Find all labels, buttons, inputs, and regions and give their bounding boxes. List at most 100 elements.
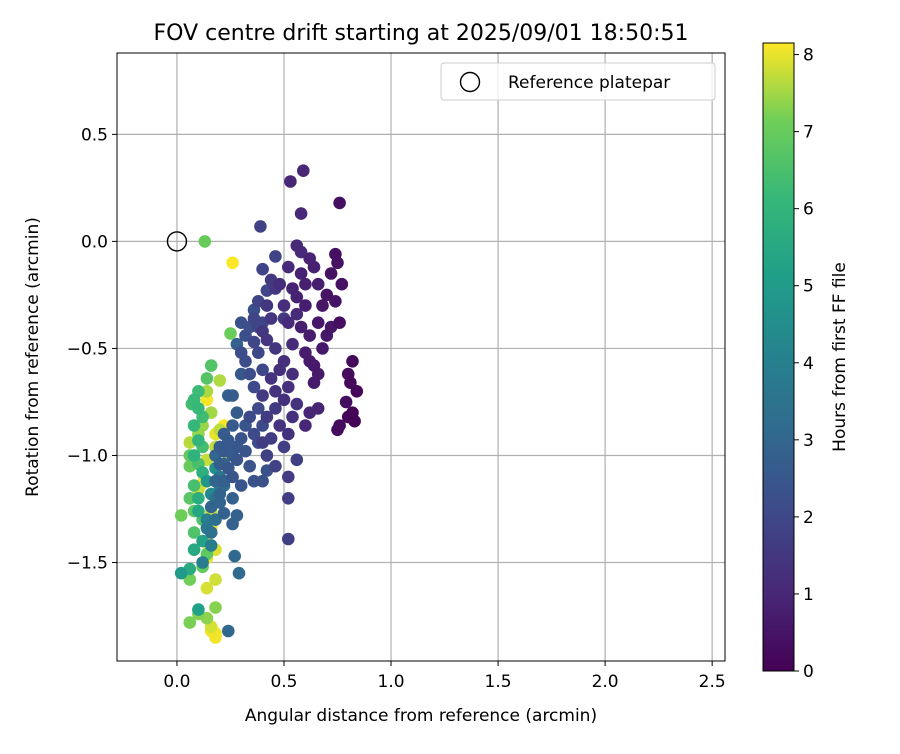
data-point: [273, 419, 287, 432]
data-point: [277, 440, 291, 454]
data-point: [282, 316, 295, 330]
data-point: [224, 327, 237, 340]
data-point: [200, 581, 214, 595]
data-point: [192, 402, 205, 415]
data-point: [269, 250, 282, 263]
data-point: [286, 410, 299, 424]
data-point: [198, 235, 212, 248]
data-point: [243, 410, 256, 424]
data-point: [333, 316, 346, 330]
colorbar-tick-label: 6: [803, 200, 814, 220]
data-point: [232, 566, 246, 580]
data-point: [277, 299, 291, 312]
data-point: [192, 492, 205, 505]
data-point: [209, 573, 222, 586]
x-tick-label: 0.5: [270, 672, 297, 692]
legend-box: [440, 62, 716, 101]
data-point: [346, 406, 359, 420]
data-point: [320, 288, 334, 302]
x-axis-ticks: 0.0 0.5 1.0 1.5 2.0 2.5: [163, 661, 726, 692]
data-point: [269, 402, 282, 415]
y-tick-label: −0.5: [67, 339, 108, 359]
data-point: [282, 532, 295, 546]
legend: Reference platepar: [440, 62, 716, 101]
data-point: [196, 556, 209, 569]
data-point: [251, 346, 265, 360]
data-point: [297, 164, 310, 177]
data-point: [251, 402, 265, 415]
data-point: [339, 395, 353, 409]
data-point: [260, 410, 274, 424]
reference-marker: [166, 231, 188, 252]
x-tick-label: 2.0: [592, 672, 619, 692]
data-point: [226, 517, 239, 531]
data-point: [254, 220, 267, 233]
data-point: [187, 543, 201, 556]
data-point: [230, 453, 244, 467]
data-point: [234, 432, 248, 445]
data-point: [307, 359, 321, 372]
data-point: [243, 367, 256, 381]
data-point: [282, 492, 295, 505]
colorbar-tick-label: 0: [803, 662, 814, 682]
data-point: [269, 342, 282, 355]
data-point: [264, 372, 278, 385]
data-point: [256, 474, 269, 488]
data-point: [247, 335, 261, 349]
data-point: [226, 256, 239, 270]
data-point: [299, 299, 312, 312]
colorbar-label: Hours from first FF file: [830, 262, 850, 452]
x-tick-label: 2.5: [699, 672, 726, 692]
data-point: [247, 427, 261, 441]
data-point: [294, 320, 308, 334]
y-axis-ticks: 0.5 0.0 −0.5 −1.0 −1.5: [67, 125, 117, 574]
data-point: [239, 444, 252, 458]
data-point: [273, 277, 287, 291]
data-point: [217, 507, 231, 520]
data-point: [324, 267, 338, 280]
data-point: [269, 459, 282, 473]
data-point: [228, 549, 241, 563]
y-tick-label: 0.5: [81, 125, 108, 145]
data-point: [256, 363, 269, 377]
data-point: [260, 299, 274, 312]
colorbar: 0 1 2 3 4 5 6 7 8 Hours from first FF file: [762, 42, 850, 682]
data-point: [333, 419, 346, 432]
data-point: [264, 312, 278, 325]
data-point: [256, 389, 269, 402]
data-point: [243, 459, 256, 473]
plot-area: [117, 53, 725, 661]
data-points: [174, 164, 364, 644]
data-point: [260, 333, 274, 347]
colorbar-tick-label: 5: [803, 277, 814, 297]
data-point: [204, 539, 218, 552]
data-point: [286, 337, 299, 351]
data-point: [282, 260, 295, 274]
data-point: [329, 247, 342, 261]
colorbar-tick-label: 2: [803, 508, 814, 528]
colorbar-tick-label: 8: [803, 46, 814, 66]
grid-lines: [117, 53, 725, 661]
data-point: [174, 566, 188, 580]
data-point: [256, 262, 269, 276]
data-point: [187, 449, 201, 462]
data-point: [226, 389, 239, 402]
data-point: [290, 307, 304, 321]
data-point: [204, 359, 218, 372]
x-tick-label: 1.5: [485, 672, 512, 692]
data-point: [333, 196, 346, 210]
data-point: [290, 290, 304, 304]
data-point: [239, 355, 252, 368]
data-point: [247, 380, 261, 394]
x-axis-label: Angular distance from reference (arcmin): [245, 706, 597, 726]
data-point: [350, 385, 364, 398]
data-point: [346, 355, 359, 368]
data-point: [200, 372, 214, 385]
data-point: [311, 277, 325, 291]
y-axis-label: Rotation from reference (arcmin): [23, 217, 43, 497]
data-point: [183, 616, 197, 629]
data-point: [316, 299, 329, 312]
data-point: [234, 479, 248, 492]
data-point: [316, 342, 329, 355]
x-tick-label: 1.0: [378, 672, 405, 692]
